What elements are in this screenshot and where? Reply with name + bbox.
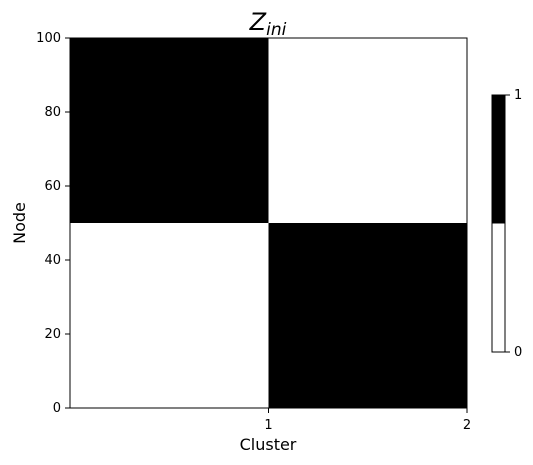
heatmap-cell-4 — [268, 223, 467, 408]
x-tick-label-1: 1 — [264, 418, 272, 433]
y-axis-label: Node — [10, 202, 29, 244]
colorbar-segment-1 — [492, 95, 505, 224]
chart-title-main: Z — [249, 8, 267, 36]
y-axis: 0 20 40 60 80 100 — [36, 31, 70, 416]
chart-title: Zini — [249, 8, 287, 40]
heatmap-cell-1 — [70, 38, 269, 223]
colorbar-segment-0 — [492, 223, 505, 352]
y-tick-label-80: 80 — [44, 105, 61, 120]
colorbar-tick-label-0: 0 — [514, 345, 522, 360]
y-tick-label-100: 100 — [36, 31, 61, 46]
y-tick-label-40: 40 — [44, 253, 61, 268]
plot-area — [69, 37, 468, 409]
y-tick-label-20: 20 — [44, 327, 61, 342]
colorbar-frame — [491, 94, 506, 353]
x-axis-label: Cluster — [240, 435, 297, 454]
chart-title-subscript: ini — [266, 20, 286, 40]
heatmap-cell-2 — [268, 38, 467, 223]
y-tick-label-0: 0 — [53, 401, 61, 416]
colorbar-tick-label-1: 1 — [514, 88, 522, 103]
colorbar: 10 — [491, 88, 522, 360]
x-tick-label-2: 2 — [463, 418, 471, 433]
heatmap-cell-3 — [70, 223, 269, 408]
y-tick-label-60: 60 — [44, 179, 61, 194]
